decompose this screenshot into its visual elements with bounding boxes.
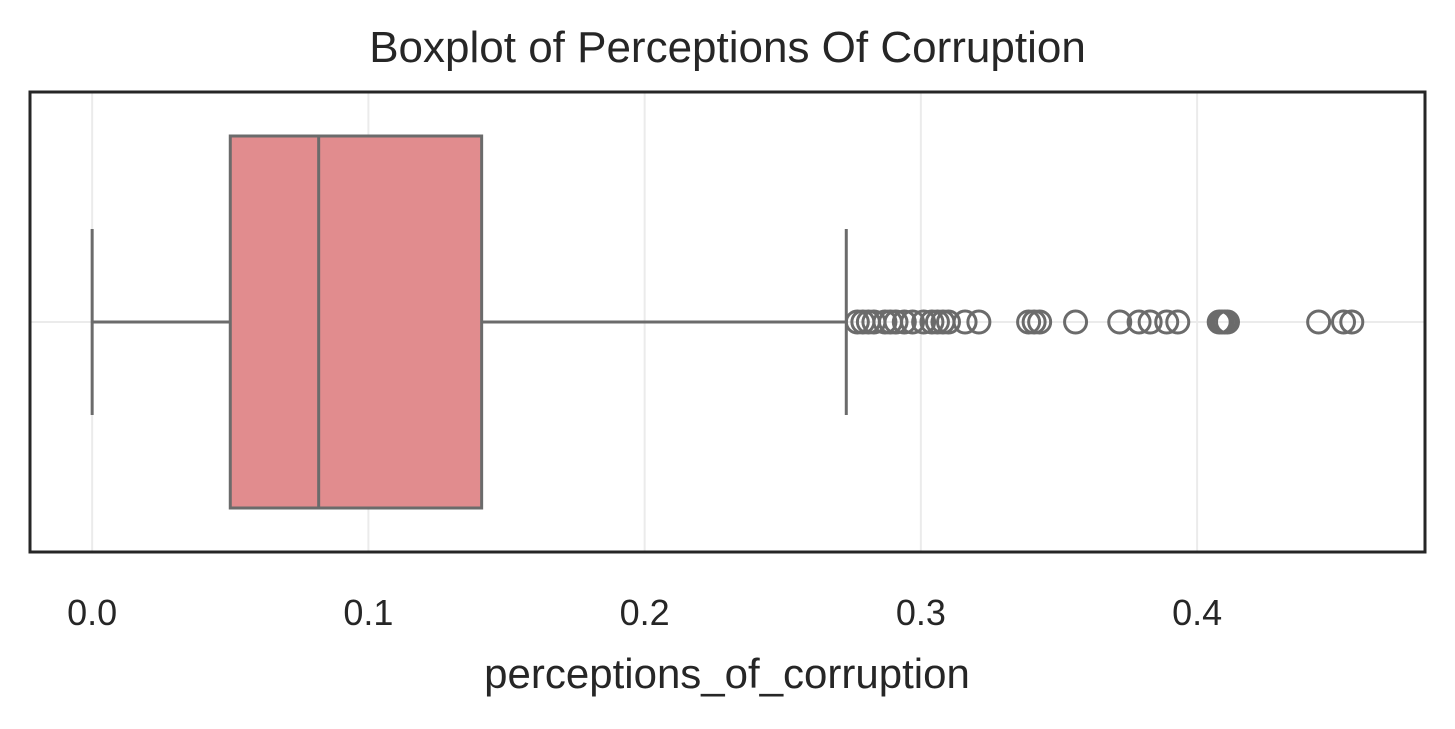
x-tick-label: 0.3: [896, 592, 946, 633]
outlier-point: [1339, 309, 1365, 335]
outlier-point: [911, 309, 937, 335]
outlier-point: [966, 309, 992, 335]
outlier-point: [883, 309, 909, 335]
plot-frame: [28, 90, 1427, 554]
outlier-point: [1165, 309, 1191, 335]
outlier-point: [1154, 309, 1180, 335]
x-tick-label: 0.0: [67, 592, 117, 633]
outlier-point: [1107, 309, 1133, 335]
outlier-point: [935, 309, 961, 335]
x-tick-label: 0.1: [343, 592, 393, 633]
x-axis-label: perceptions_of_corruption: [484, 650, 970, 697]
outlier-point: [952, 309, 978, 335]
outliers: [844, 309, 1365, 335]
x-tick-labels: 0.0 0.1 0.2 0.3 0.4: [67, 592, 1222, 633]
outlier-point: [900, 309, 926, 335]
x-tick-label: 0.4: [1172, 592, 1222, 633]
iqr-box: [228, 134, 484, 510]
outlier-point: [1214, 309, 1240, 335]
outlier-point: [891, 309, 917, 335]
outlier-point: [1027, 309, 1053, 335]
outlier-point: [1306, 309, 1332, 335]
outlier-point: [1331, 309, 1357, 335]
boxplot: [90, 134, 848, 510]
outlier-point: [1126, 309, 1152, 335]
chart-title: Boxplot of Perceptions Of Corruption: [369, 23, 1086, 72]
outlier-point: [1137, 309, 1163, 335]
outlier-point: [1063, 309, 1089, 335]
x-tick-label: 0.2: [620, 592, 670, 633]
